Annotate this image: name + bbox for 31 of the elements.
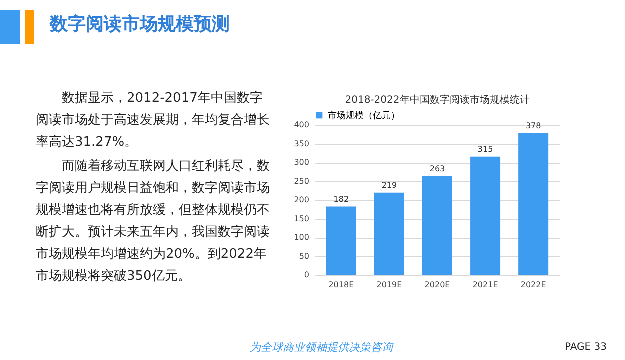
y-tick-label: 300 — [294, 158, 310, 167]
chart-title: 2018-2022年中国数字阅读市场规模统计 — [345, 94, 530, 106]
data-label: 315 — [478, 144, 494, 154]
x-tick-label: 2022E — [520, 280, 546, 290]
text: PAGE 33 — [565, 342, 608, 353]
y-tick-label: 150 — [294, 214, 310, 224]
text: 而随着移动互联网人口红利耗尽，数字阅读用户规模日益饱和，数字阅读市场规模增速也将有所放缓，但整体规模仍不断扩大。预计未来五年内，我国数字阅读市场规模年均增速约为20%。到2022年市场规模将突破350亿元。 — [36, 158, 271, 286]
y-tick-label: 200 — [294, 196, 310, 204]
y-tick-label: 0 — [304, 270, 310, 280]
legend-label: 市场规模（亿元） — [328, 110, 400, 122]
bar — [422, 176, 452, 275]
y-tick-label: 250 — [294, 176, 310, 186]
bar — [326, 206, 356, 275]
y-tick-label: 400 — [294, 120, 310, 130]
x-tick-label: 2018E — [328, 280, 354, 290]
bar — [518, 133, 549, 275]
text: 数字阅读市场规模预测 — [50, 13, 230, 36]
x-tick-label: 2021E — [472, 280, 498, 290]
y-tick-label: 350 — [294, 139, 310, 148]
bar — [374, 192, 404, 275]
data-label: 182 — [334, 194, 350, 204]
x-tick-label: 2019E — [376, 280, 402, 290]
y-tick-label: 100 — [294, 233, 310, 242]
text: 数据显示，2012-2017年中国数字阅读市场处于高速发展期，年均复合增长率高达31.27%。 — [36, 90, 271, 152]
y-tick-label: 50 — [299, 252, 310, 261]
x-tick-label: 2020E — [424, 280, 450, 290]
data-label: 378 — [526, 121, 542, 130]
bar — [470, 156, 501, 275]
data-label: 263 — [430, 164, 446, 174]
data-label: 219 — [382, 180, 398, 190]
text: 为全球商业领袖提供决策咨询 — [250, 340, 393, 355]
